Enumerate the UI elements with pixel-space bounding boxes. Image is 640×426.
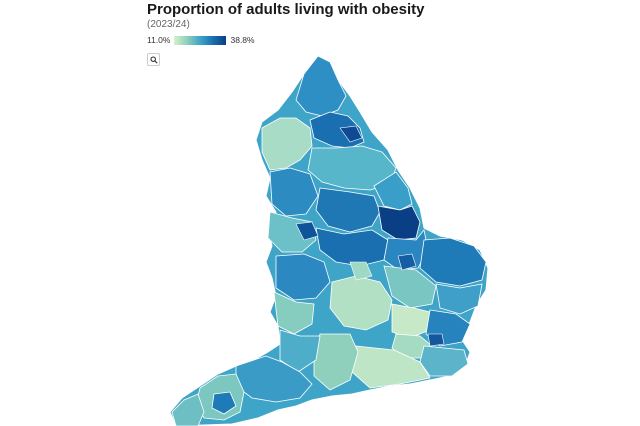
region-plymouth xyxy=(211,391,237,415)
region-greater-manchester xyxy=(295,221,319,241)
legend-gradient-bar xyxy=(174,35,227,45)
magnifier-icon xyxy=(149,55,158,64)
region-lincolnshire-north xyxy=(377,205,421,241)
legend-max-label: 38.8% xyxy=(230,35,255,45)
region-cornwall xyxy=(171,393,205,426)
region-cumbria xyxy=(261,117,313,171)
region-leicester xyxy=(349,261,373,281)
region-lancashire xyxy=(269,167,319,217)
region-norfolk xyxy=(419,237,487,287)
map-title: Proportion of adults living with obesity xyxy=(147,1,425,18)
region-tees-valley xyxy=(339,125,363,143)
region-cambridgeshire xyxy=(383,265,437,309)
legend-min-label: 11.0% xyxy=(147,35,171,45)
region-suffolk xyxy=(435,283,483,315)
region-west-midlands xyxy=(275,253,331,301)
region-herefordshire xyxy=(273,291,315,335)
region-surrey-sussex xyxy=(351,345,431,389)
region-cheshire xyxy=(267,211,317,253)
region-wiltshire xyxy=(279,329,321,373)
zoom-button[interactable] xyxy=(147,53,160,66)
region-east-riding xyxy=(373,171,413,211)
color-legend: 11.0% 38.8% xyxy=(147,34,255,46)
region-northumberland xyxy=(295,55,347,117)
region-thurrock xyxy=(427,333,445,347)
map-subtitle: (2023/24) xyxy=(147,19,190,30)
region-kent xyxy=(419,345,469,377)
region-peterborough xyxy=(397,253,417,271)
region-yorkshire-south xyxy=(315,187,381,233)
